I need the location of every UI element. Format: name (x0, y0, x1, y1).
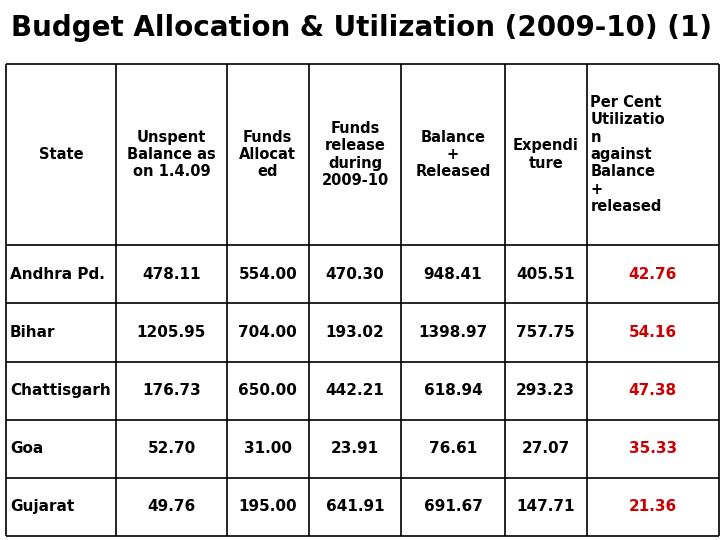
Text: Andhra Pd.: Andhra Pd. (10, 267, 105, 282)
Text: 757.75: 757.75 (516, 325, 575, 340)
Text: 948.41: 948.41 (424, 267, 482, 282)
Text: 47.38: 47.38 (629, 383, 677, 398)
Text: 195.00: 195.00 (238, 499, 297, 514)
Text: 193.02: 193.02 (325, 325, 384, 340)
Text: 650.00: 650.00 (238, 383, 297, 398)
Text: Chattisgarh: Chattisgarh (10, 383, 111, 398)
Text: 21.36: 21.36 (629, 499, 677, 514)
Text: Funds
release
during
2009-10: Funds release during 2009-10 (321, 121, 389, 188)
Text: 641.91: 641.91 (325, 499, 384, 514)
Text: Budget Allocation & Utilization (2009-10) (1): Budget Allocation & Utilization (2009-10… (11, 14, 712, 42)
Text: Bihar: Bihar (10, 325, 55, 340)
Text: 176.73: 176.73 (142, 383, 201, 398)
Text: 54.16: 54.16 (629, 325, 677, 340)
Text: 23.91: 23.91 (331, 441, 379, 456)
Text: 52.70: 52.70 (148, 441, 196, 456)
Text: 42.76: 42.76 (629, 267, 677, 282)
Text: 1398.97: 1398.97 (418, 325, 487, 340)
Text: Goa: Goa (10, 441, 43, 456)
Text: 618.94: 618.94 (423, 383, 482, 398)
Text: 31.00: 31.00 (243, 441, 292, 456)
Text: Unspent
Balance as
on 1.4.09: Unspent Balance as on 1.4.09 (127, 130, 216, 179)
Text: Balance
+
Released: Balance + Released (415, 130, 491, 179)
Text: 49.76: 49.76 (148, 499, 196, 514)
Text: 293.23: 293.23 (516, 383, 575, 398)
Text: Gujarat: Gujarat (10, 499, 74, 514)
Text: 691.67: 691.67 (423, 499, 482, 514)
Text: Funds
Allocat
ed: Funds Allocat ed (239, 130, 296, 179)
Text: 35.33: 35.33 (629, 441, 677, 456)
Text: 76.61: 76.61 (429, 441, 477, 456)
Text: 470.30: 470.30 (325, 267, 384, 282)
Text: 554.00: 554.00 (238, 267, 297, 282)
Text: 405.51: 405.51 (516, 267, 575, 282)
Text: 147.71: 147.71 (516, 499, 575, 514)
Text: State: State (39, 147, 84, 162)
Text: Per Cent
Utilizatio
n
against
Balance
+
released: Per Cent Utilizatio n against Balance + … (590, 95, 665, 214)
Text: 442.21: 442.21 (325, 383, 384, 398)
Text: 704.00: 704.00 (238, 325, 297, 340)
Text: 27.07: 27.07 (521, 441, 570, 456)
Text: Expendi
ture: Expendi ture (513, 138, 579, 171)
Text: 1205.95: 1205.95 (137, 325, 206, 340)
Text: 478.11: 478.11 (143, 267, 201, 282)
